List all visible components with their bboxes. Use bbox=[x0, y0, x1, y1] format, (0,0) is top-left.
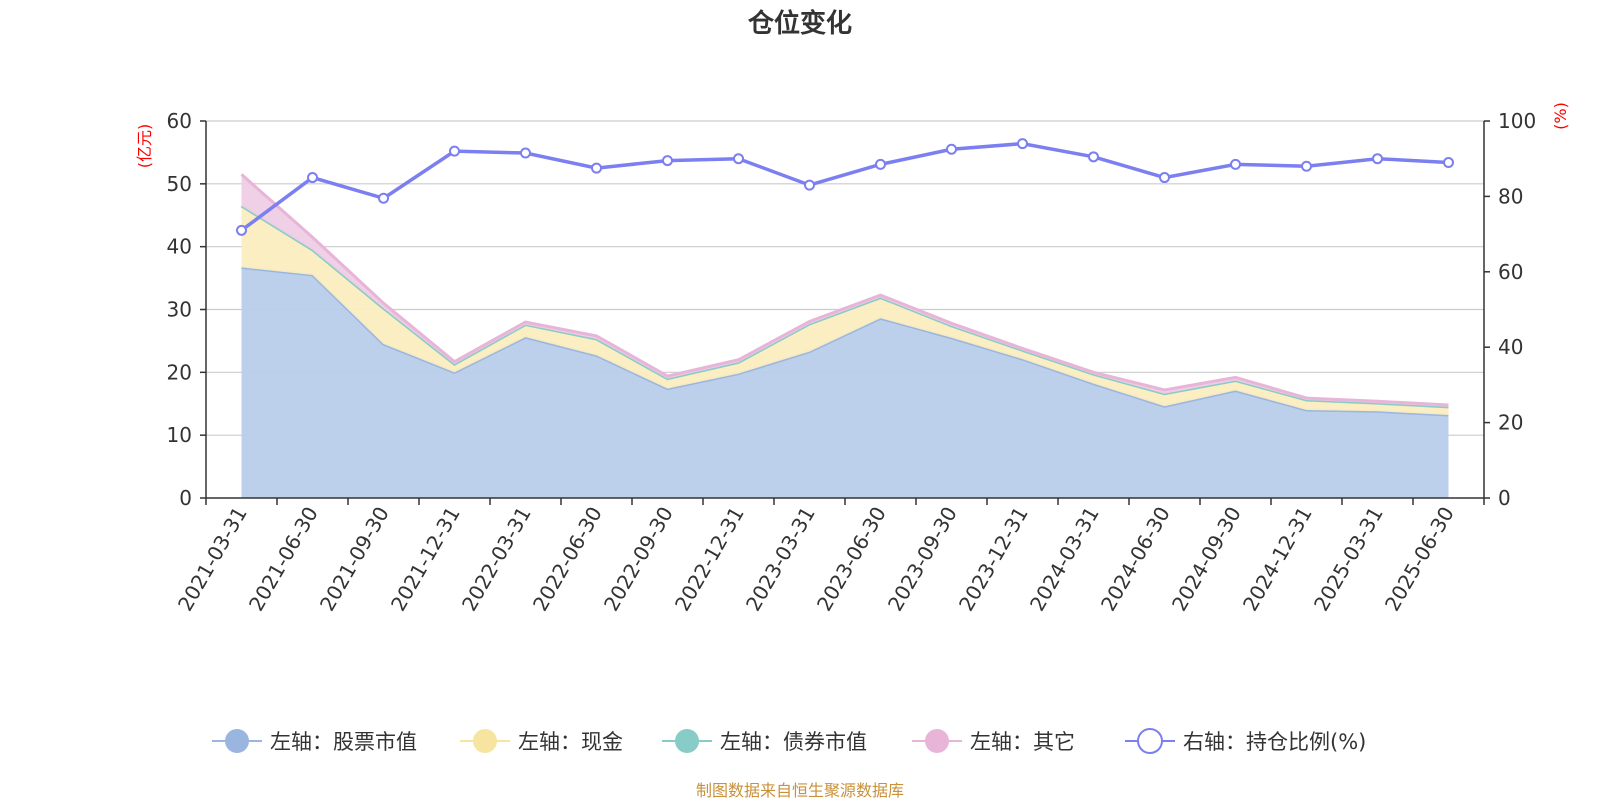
ratio-point bbox=[662, 155, 673, 167]
left-axis-tick-label: 20 bbox=[167, 360, 192, 384]
legend-marker bbox=[225, 729, 249, 753]
x-axis-tick-label: 2024-06-30 bbox=[1096, 503, 1175, 616]
chart-title: 仓位变化 bbox=[747, 8, 852, 39]
area-line-series-4 bbox=[240, 173, 1449, 407]
x-axis-tick-label: 2023-06-30 bbox=[812, 503, 891, 616]
ratio-point bbox=[804, 179, 815, 191]
source-note: 制图数据来自恒生聚源数据库 bbox=[696, 781, 904, 800]
right-axis-tick-label: 40 bbox=[1498, 335, 1523, 359]
legend-item-1: 左轴：股票市值 bbox=[212, 729, 417, 754]
ratio-point bbox=[1443, 156, 1454, 168]
area-fill-series-1 bbox=[241, 267, 1449, 498]
x-axis-tick-label: 2024-09-30 bbox=[1167, 503, 1246, 616]
ratio-point bbox=[733, 153, 744, 165]
ratio-point bbox=[1372, 153, 1383, 165]
legend: 左轴：股票市值 左轴：现金 左轴：债券市值 左轴：其它 右轴：持仓比例(%) bbox=[212, 728, 1366, 754]
legend-item-4: 左轴：其它 bbox=[912, 729, 1075, 754]
ratio-point bbox=[449, 145, 460, 157]
x-axis-tick-label: 2023-03-31 bbox=[741, 503, 820, 616]
left-axis-tick-label: 40 bbox=[167, 235, 192, 259]
x-axis-tick-label: 2025-06-30 bbox=[1380, 503, 1459, 616]
x-axis-tick-label: 2021-09-30 bbox=[315, 503, 394, 616]
x-axis-tick-label: 2022-03-31 bbox=[457, 503, 536, 616]
ratio-point bbox=[236, 224, 247, 236]
ratio-line bbox=[240, 141, 1449, 232]
left-axis-tick-label: 30 bbox=[167, 298, 192, 322]
legend-marker bbox=[675, 729, 699, 753]
ratio-point bbox=[591, 162, 602, 174]
x-axis-tick-label: 2022-12-31 bbox=[670, 503, 749, 616]
ratio-line-series bbox=[236, 138, 1454, 236]
ratio-point bbox=[1017, 138, 1028, 150]
legend-item-5: 右轴：持仓比例(%) bbox=[1125, 728, 1366, 754]
ratio-point bbox=[1088, 151, 1099, 163]
left-axis-tick-label: 0 bbox=[179, 486, 192, 510]
x-axis-tick-label: 2025-03-31 bbox=[1309, 503, 1388, 616]
legend-marker bbox=[925, 729, 949, 753]
x-axis-tick-label: 2022-06-30 bbox=[528, 503, 607, 616]
legend-label: 右轴：持仓比例(%) bbox=[1183, 730, 1366, 754]
right-axis-unit: (%) bbox=[1551, 102, 1570, 130]
x-axis-tick-label: 2021-06-30 bbox=[244, 503, 323, 616]
ratio-point bbox=[378, 192, 389, 204]
legend-label: 左轴：现金 bbox=[518, 730, 623, 754]
right-axis-tick-label: 100 bbox=[1498, 109, 1536, 133]
right-axis-tick-label: 0 bbox=[1498, 486, 1511, 510]
left-axis-unit: (亿元) bbox=[135, 124, 154, 169]
legend-label: 左轴：股票市值 bbox=[270, 730, 417, 754]
legend-item-2: 左轴：现金 bbox=[460, 729, 623, 754]
ratio-point bbox=[875, 158, 886, 170]
legend-marker bbox=[473, 729, 497, 753]
ratio-point bbox=[1301, 160, 1312, 172]
ratio-point bbox=[946, 143, 957, 155]
legend-label: 左轴：其它 bbox=[970, 730, 1075, 754]
area-series bbox=[240, 173, 1449, 498]
right-axis-tick-label: 20 bbox=[1498, 411, 1523, 435]
ratio-point bbox=[1230, 158, 1241, 170]
legend-label: 左轴：债券市值 bbox=[720, 730, 867, 754]
x-axis-tick-label: 2024-03-31 bbox=[1025, 503, 1104, 616]
x-axis-tick-label: 2024-12-31 bbox=[1238, 503, 1317, 616]
left-axis-tick-label: 60 bbox=[167, 109, 192, 133]
legend-item-3: 左轴：债券市值 bbox=[662, 729, 867, 754]
left-axis-tick-label: 10 bbox=[167, 423, 192, 447]
left-axis-tick-label: 50 bbox=[167, 172, 192, 196]
ratio-point bbox=[1159, 172, 1170, 184]
right-axis-tick-label: 60 bbox=[1498, 260, 1523, 284]
x-axis-tick-label: 2022-09-30 bbox=[599, 503, 678, 616]
x-axis-tick-label: 2023-09-30 bbox=[883, 503, 962, 616]
x-axis-tick-label: 2023-12-31 bbox=[954, 503, 1033, 616]
ratio-point bbox=[307, 172, 318, 184]
ratio-point bbox=[520, 147, 531, 159]
right-axis-tick-label: 80 bbox=[1498, 184, 1523, 208]
x-axis-tick-label: 2021-12-31 bbox=[386, 503, 465, 616]
x-axis-tick-label: 2021-03-31 bbox=[173, 503, 252, 616]
legend-marker bbox=[1137, 728, 1163, 754]
